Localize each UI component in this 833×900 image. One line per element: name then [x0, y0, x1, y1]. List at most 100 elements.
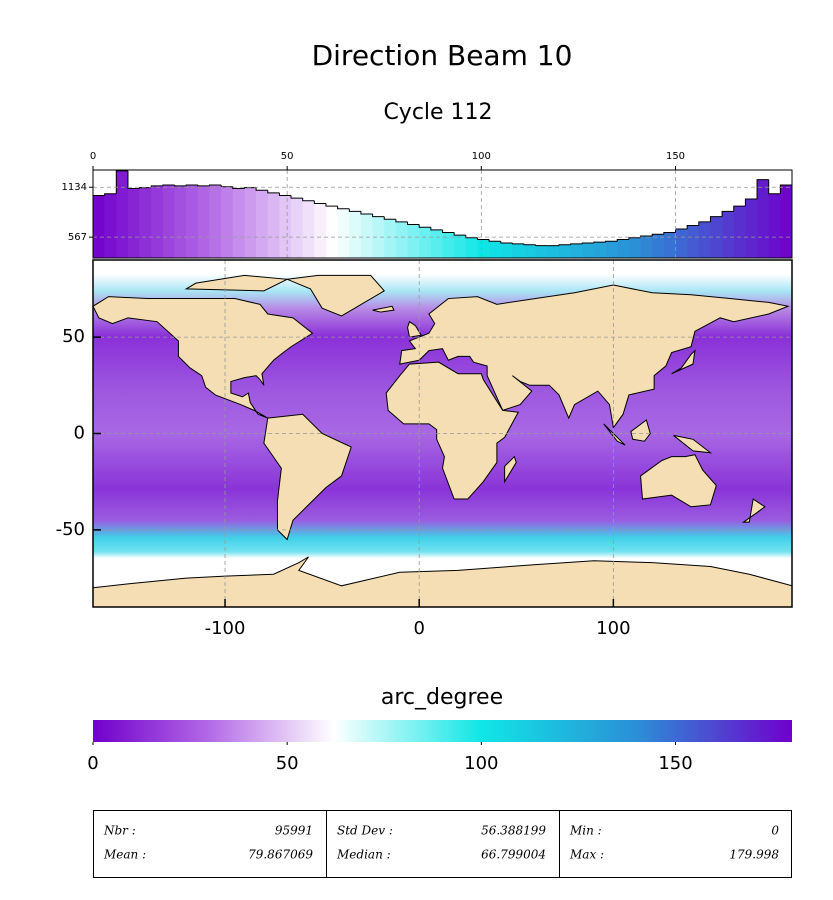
histogram-bar	[151, 185, 164, 258]
stat-value: 66.799004	[481, 848, 546, 862]
histogram-step	[209, 184, 222, 186]
histogram-step	[651, 233, 664, 236]
x-tick-label: 50	[276, 753, 299, 774]
histogram-step	[220, 184, 233, 188]
histogram-bar	[547, 245, 560, 258]
histogram-step	[709, 216, 723, 222]
histogram-step	[535, 244, 548, 247]
histogram-step	[721, 210, 734, 217]
histogram-bar	[722, 211, 735, 258]
histogram-bar	[442, 232, 455, 258]
landmass	[504, 455, 517, 484]
histogram-bar	[186, 184, 199, 258]
stat-label: Mean :	[103, 848, 146, 862]
x-tick-label: 0	[90, 151, 96, 162]
histogram-bar	[291, 198, 303, 258]
x-tick-label: 0	[413, 618, 424, 639]
histogram-bar	[780, 184, 793, 258]
histogram-bar	[349, 211, 362, 258]
histogram-bar	[326, 206, 338, 258]
histogram-step	[197, 184, 210, 187]
histogram-bar	[745, 199, 758, 258]
histogram-bar	[489, 241, 502, 258]
histogram-bar	[407, 224, 420, 258]
histogram-bar	[628, 237, 641, 258]
landmass	[93, 556, 792, 607]
x-tick-label: 150	[658, 753, 692, 774]
histogram-step	[465, 235, 478, 239]
histogram-bar	[687, 225, 700, 258]
histogram-bar	[535, 245, 548, 258]
histogram-bar	[454, 235, 467, 258]
stat-label: Std Dev :	[337, 824, 393, 838]
histogram-bar	[256, 190, 269, 258]
stat-value: 56.388199	[481, 824, 546, 838]
histogram-bar	[267, 192, 280, 258]
histogram-bar	[337, 208, 350, 258]
histogram-bar	[221, 186, 234, 258]
y-tick-label: 567	[68, 232, 87, 243]
colorbar	[93, 720, 792, 742]
stat-value: 79.867069	[248, 848, 313, 862]
histogram-bar	[605, 241, 618, 258]
stat-value: 179.998	[729, 848, 779, 862]
histogram-bar	[698, 221, 711, 258]
histogram-step	[430, 227, 443, 231]
colorbar-label: arc_degree	[381, 685, 503, 710]
histogram-step	[290, 195, 303, 199]
histogram-bar	[570, 243, 583, 258]
landmass	[741, 498, 766, 523]
histogram-step	[698, 221, 711, 226]
histogram-step	[383, 216, 396, 220]
plot-frame	[92, 259, 793, 608]
histogram-bar	[372, 216, 385, 258]
histogram-bar	[162, 184, 175, 258]
histogram-bar	[617, 239, 630, 258]
histogram-step	[476, 237, 490, 241]
stat-label: Nbr :	[103, 824, 136, 838]
histogram-bar	[384, 219, 397, 258]
histogram-step	[313, 200, 326, 204]
histogram-bar	[244, 187, 257, 258]
histogram-step	[418, 224, 431, 228]
stat-value: 0	[771, 824, 779, 838]
landmass	[184, 274, 289, 292]
histogram-step	[407, 221, 420, 226]
histogram-bar	[174, 185, 187, 258]
histogram-step	[500, 241, 513, 244]
histogram-step	[278, 192, 292, 197]
histogram-step	[337, 206, 350, 210]
histogram-step	[744, 198, 758, 207]
landmass	[630, 419, 651, 442]
histogram-step	[570, 243, 583, 245]
histogram-bar	[419, 227, 432, 258]
histogram-step	[581, 242, 594, 244]
stat-label: Median :	[336, 848, 391, 862]
histogram-bar	[197, 185, 210, 258]
histogram-step	[453, 232, 466, 236]
stat-label: Min :	[569, 824, 602, 838]
plot-layer: 0 50 100 150 567 1134 -100 0 100 -50 0 50 0 50 100 150	[56, 151, 793, 774]
histogram-step	[325, 203, 338, 207]
histogram-step	[616, 239, 629, 242]
histogram-bar	[593, 242, 606, 258]
histogram-bar	[430, 229, 443, 258]
histogram-bar	[675, 228, 688, 258]
histogram-step	[255, 187, 268, 191]
stats-border	[93, 810, 792, 878]
histogram-bar	[500, 243, 513, 258]
histogram-bar	[314, 203, 327, 258]
histogram-step	[605, 240, 618, 243]
stat-label: Max :	[569, 848, 604, 862]
histogram-step	[104, 193, 117, 196]
histogram-bar	[733, 206, 746, 258]
histogram-bar	[139, 187, 152, 258]
y-tick-label: 50	[62, 326, 85, 347]
histogram-bar	[116, 170, 129, 258]
landmass	[407, 320, 422, 338]
histogram-bar	[652, 234, 665, 258]
histogram-bar	[127, 188, 140, 258]
histogram-bar	[104, 193, 117, 258]
histogram-step	[302, 198, 315, 202]
histogram-step	[232, 186, 245, 189]
